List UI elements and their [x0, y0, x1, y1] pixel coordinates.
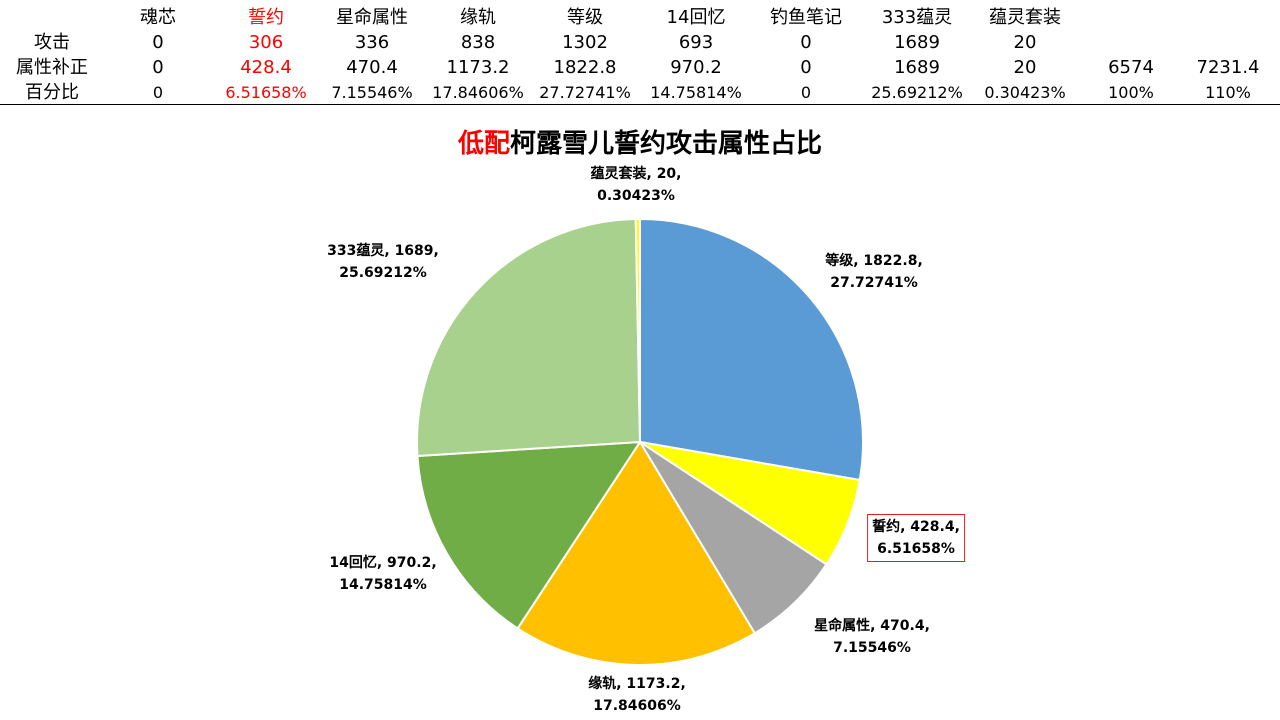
table-cell: 20 — [1013, 57, 1037, 78]
table-cell: 25.69212% — [871, 83, 963, 102]
table-cell: 306 — [248, 32, 284, 53]
table-cell: 7231.4 — [1196, 57, 1260, 78]
pie-data-label: 缘轨, 1173.2, 17.84606% — [588, 673, 686, 717]
pie-data-label-highlighted: 誓约, 428.4, 6.51658% — [867, 514, 965, 562]
table-cell: 1689 — [894, 57, 940, 78]
pie-label-line: 14回忆, 970.2, — [329, 555, 437, 571]
table-cell: 1302 — [562, 32, 608, 53]
table-cell: 27.72741% — [539, 83, 631, 102]
table-cell: 0 — [800, 83, 812, 102]
chart-title-accent: 低配 — [457, 129, 510, 159]
pie-label-line: 星命属性, 470.4, — [814, 618, 930, 634]
pie-slice-1 — [639, 218, 864, 482]
pie-label-line: 333蕴灵, 1689, — [327, 243, 439, 259]
pie-label-line: 6.51658% — [877, 541, 955, 557]
table-cell: 428.4 — [240, 57, 292, 78]
pie-label-line: 缘轨, 1173.2, — [588, 676, 686, 692]
table-cell: 336 — [354, 32, 390, 53]
table-cell: 0 — [152, 57, 164, 78]
pie-label-line: 誓约, 428.4, — [872, 519, 960, 535]
table-cell: 14.75814% — [650, 83, 742, 102]
table-cell: 0 — [800, 32, 812, 53]
pie-slice-6 — [416, 218, 641, 457]
pie-label-line: 7.15546% — [833, 640, 911, 656]
table-cell: 6574 — [1108, 57, 1154, 78]
pie-label-line: 蕴灵套装, 20, — [590, 166, 682, 182]
pie-data-label: 星命属性, 470.4, 7.15546% — [814, 615, 930, 659]
row-label: 百分比 — [25, 82, 79, 103]
pie-label-line: 0.30423% — [597, 188, 675, 204]
table-cell: 17.84606% — [432, 83, 524, 102]
column-header: 誓约 — [248, 7, 284, 28]
column-header: 14回忆 — [666, 7, 726, 28]
table-cell: 693 — [678, 32, 714, 53]
table-cell: 0 — [152, 83, 164, 102]
table-cell: 1689 — [894, 32, 940, 53]
table-cell: 6.51658% — [225, 83, 307, 102]
chart-title-text: 柯露雪儿誓约攻击属性占比 — [510, 129, 823, 159]
column-header: 等级 — [567, 7, 603, 28]
table-divider — [0, 104, 1280, 105]
table-cell: 20 — [1013, 32, 1037, 53]
table-cell: 838 — [460, 32, 496, 53]
table-cell: 7.15546% — [331, 83, 413, 102]
pie-data-label: 333蕴灵, 1689, 25.69212% — [327, 240, 439, 284]
table-cell: 1822.8 — [553, 57, 617, 78]
pie-data-label: 蕴灵套装, 20, 0.30423% — [591, 163, 682, 207]
table-cell: 1173.2 — [446, 57, 510, 78]
column-header: 蕴灵套装 — [989, 7, 1061, 28]
table-cell: 0.30423% — [984, 83, 1066, 102]
chart-title: 低配柯露雪儿誓约攻击属性占比 — [0, 127, 1280, 161]
data-table: 魂芯 誓约 星命属性 缘轨 等级 14回忆 钓鱼笔记 333蕴灵 蕴灵套装 攻击… — [0, 0, 1280, 105]
column-header: 333蕴灵 — [881, 7, 953, 28]
column-header: 魂芯 — [140, 7, 176, 28]
pie-label-line: 27.72741% — [830, 275, 918, 291]
table-cell: 100% — [1108, 83, 1154, 102]
row-label: 属性补正 — [16, 57, 88, 78]
table-cell: 110% — [1205, 83, 1251, 102]
pie-slice-3 — [639, 441, 828, 635]
row-label: 攻击 — [34, 32, 70, 53]
pie-slice-5 — [416, 441, 641, 630]
pie-label-line: 等级, 1822.8, — [825, 253, 923, 269]
pie-data-label: 14回忆, 970.2, 14.75814% — [329, 552, 436, 596]
column-header: 星命属性 — [336, 7, 408, 28]
table-cell: 0 — [152, 32, 164, 53]
column-header: 钓鱼笔记 — [770, 7, 842, 28]
table-cell: 470.4 — [346, 57, 398, 78]
pie-label-line: 17.84606% — [593, 698, 681, 714]
pie-slice-4 — [516, 441, 756, 666]
pie-data-label: 等级, 1822.8, 27.72741% — [825, 250, 923, 294]
table-cell: 970.2 — [670, 57, 722, 78]
table-cell: 0 — [800, 57, 812, 78]
pie-label-line: 25.69212% — [339, 265, 427, 281]
column-header: 缘轨 — [460, 7, 496, 28]
pie-slice-7 — [634, 217, 641, 443]
pie-label-line: 14.75814% — [339, 577, 427, 593]
